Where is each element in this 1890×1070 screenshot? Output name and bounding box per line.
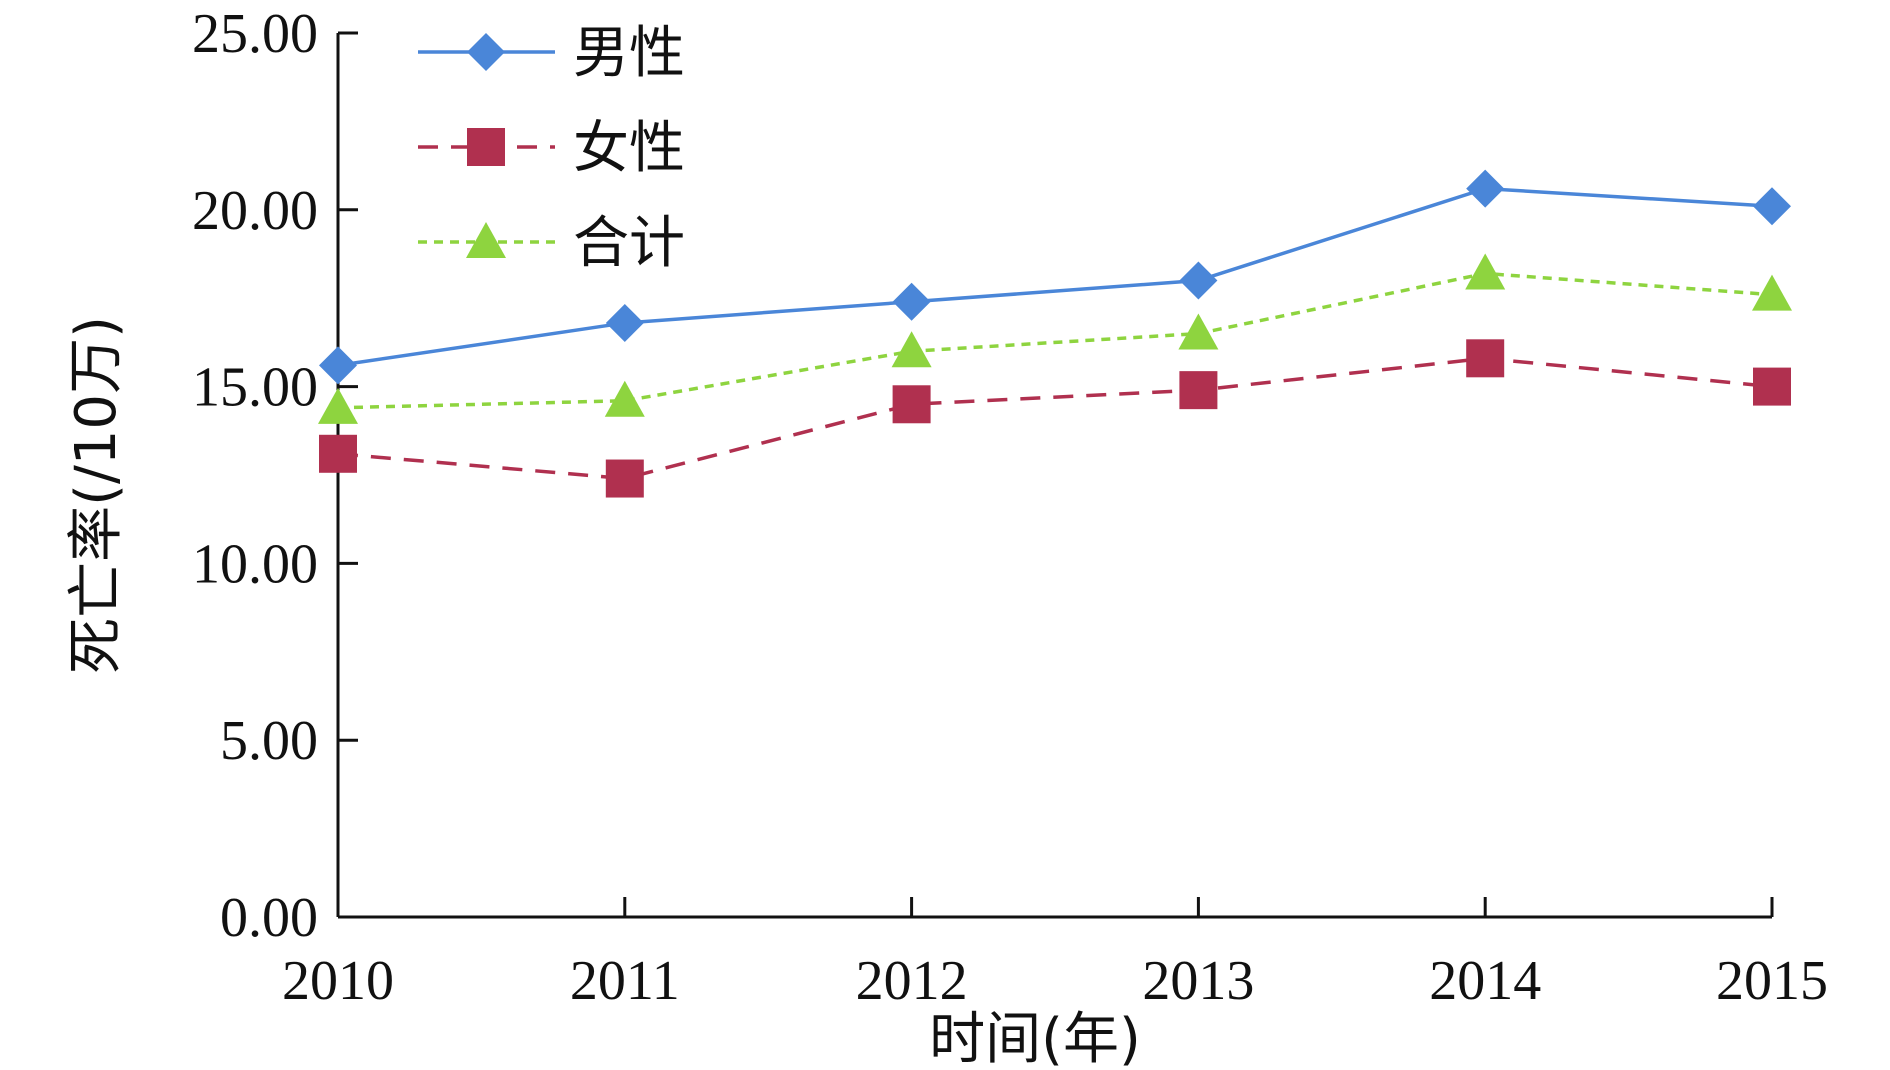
series-group	[318, 169, 1792, 498]
data-point	[1466, 339, 1505, 378]
series-line	[337, 356, 1773, 481]
x-axis-ticks: 2010 2011 2012 2013 2014 2015	[282, 897, 1828, 1012]
axes	[336, 33, 1772, 919]
y-axis-title: 死亡率(/10万)	[64, 316, 129, 674]
data-point	[605, 459, 644, 498]
legend-marker	[466, 222, 506, 258]
y-tick-label: 20.00	[192, 180, 318, 242]
data-point	[1178, 313, 1219, 350]
y-axis-ticks: 0.00 5.00 10.00 15.00 20.00 25.00	[192, 3, 358, 949]
data-point	[319, 346, 357, 385]
series-line	[337, 271, 1773, 410]
series-2	[319, 339, 1791, 498]
data-point	[319, 434, 357, 473]
data-point	[891, 331, 932, 368]
x-tick-label: 2012	[856, 950, 968, 1012]
series-1	[319, 169, 1791, 385]
y-tick-label: 10.00	[192, 533, 318, 595]
legend-marker	[467, 128, 505, 166]
data-point	[1179, 261, 1218, 300]
y-tick-label: 25.00	[192, 3, 318, 65]
series-3	[318, 253, 1792, 424]
data-point	[318, 387, 358, 424]
x-axis-title: 时间(年)	[929, 1007, 1141, 1070]
data-point	[892, 385, 931, 424]
x-tick-label: 2014	[1429, 950, 1541, 1012]
legend-marker	[467, 33, 505, 71]
data-point	[1465, 253, 1506, 290]
legend-label: 男性	[573, 21, 685, 86]
y-tick-label: 5.00	[220, 710, 318, 772]
y-tick-label: 15.00	[192, 357, 318, 419]
data-point	[605, 303, 644, 342]
x-tick-label: 2011	[570, 950, 680, 1012]
data-point	[1752, 274, 1792, 311]
series-line	[337, 186, 1773, 368]
y-tick-label: 0.00	[220, 887, 318, 949]
data-point	[604, 380, 645, 417]
data-point	[1179, 371, 1218, 410]
legend-label: 合计	[573, 211, 685, 276]
legend-label: 女性	[573, 116, 685, 181]
data-point	[1753, 187, 1791, 226]
x-tick-label: 2013	[1142, 950, 1254, 1012]
data-point	[892, 282, 931, 321]
data-point	[1753, 367, 1791, 406]
data-point	[1466, 169, 1505, 208]
x-tick-label: 2015	[1716, 950, 1828, 1012]
x-tick-label: 2010	[282, 950, 394, 1012]
